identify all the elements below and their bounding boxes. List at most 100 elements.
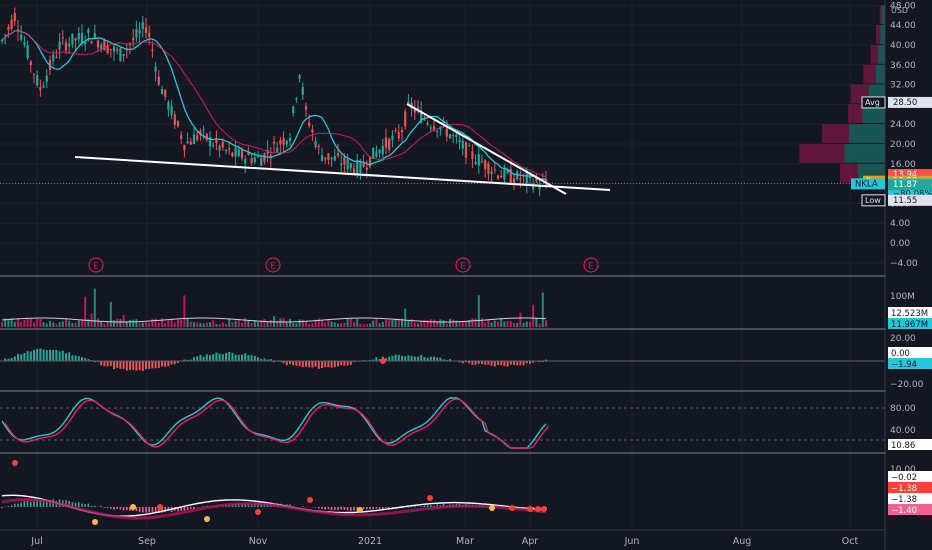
macd-histogram-bar: [330, 361, 333, 368]
candle-up: [340, 163, 343, 165]
macd-histogram-bar: [385, 358, 387, 361]
candle-up: [253, 157, 256, 163]
candle-down: [196, 135, 199, 140]
candle-down: [394, 129, 397, 132]
macd-histogram-bar: [263, 358, 266, 361]
macd-histogram-bar: [151, 361, 154, 369]
volume-bar: [465, 321, 467, 327]
macd-histogram-bar: [77, 356, 80, 361]
volume-bar: [538, 323, 541, 327]
price-axis[interactable]: 48.0044.0040.0036.0032.0028.0024.0020.00…: [851, 0, 932, 550]
volume-bar: [381, 321, 384, 327]
candle-up: [285, 140, 288, 145]
macd-histogram-bar: [173, 361, 176, 365]
oscillator-bar: [30, 501, 32, 507]
volume-bar: [157, 322, 160, 327]
macd-histogram-bar: [135, 361, 138, 371]
oscillator-bar: [110, 507, 112, 509]
oscillator-bar: [350, 507, 352, 511]
volume-bar: [148, 322, 151, 327]
macd-histogram-bar: [177, 361, 179, 363]
oscillator-cross-marker: [157, 504, 163, 510]
oscillator-cross-marker: [357, 507, 363, 513]
macd-histogram-bar: [378, 359, 381, 361]
oscillator-bar: [289, 504, 291, 507]
candle-down: [13, 12, 16, 22]
volume-bar: [266, 322, 269, 327]
macd-histogram-bar: [119, 361, 122, 369]
volume-profile-down-bar: [879, 5, 882, 25]
volume-bar: [173, 322, 176, 327]
candle-up: [202, 129, 205, 131]
macd-histogram-bar: [253, 355, 256, 361]
volume-bar: [401, 318, 403, 327]
volume-bar: [26, 318, 29, 327]
candle-down: [128, 43, 132, 46]
oscillator-bar: [161, 507, 163, 513]
candle-up: [186, 141, 189, 143]
volume-bar: [263, 318, 266, 327]
macd-histogram-bar: [212, 354, 215, 361]
macd-histogram-bar: [257, 357, 259, 361]
macd-histogram-bar: [397, 354, 400, 361]
macd-histogram-bar: [122, 361, 125, 369]
volume-bar: [468, 319, 471, 327]
volume-bar: [529, 321, 531, 327]
pane-value-bg: [888, 482, 932, 493]
volume-bar: [269, 320, 272, 327]
oscillator-bar: [10, 505, 13, 507]
macd-histogram-bar: [333, 361, 336, 368]
volume-bar: [189, 321, 192, 327]
macd-histogram-bar: [29, 351, 32, 361]
trendlines[interactable]: [74, 103, 611, 195]
macd-histogram-bar: [49, 349, 51, 361]
macd-histogram-bar: [282, 361, 285, 364]
volume-pane: [1, 288, 547, 327]
volume-bar: [241, 322, 243, 327]
time-tick-label: Nov: [249, 536, 268, 547]
macd-histogram-bar: [68, 352, 71, 361]
volume-ma-line: [1, 317, 547, 323]
oscillator-bar: [23, 501, 26, 507]
volume-bar: [77, 320, 80, 327]
macd-histogram-bar: [154, 361, 157, 369]
volume-bar: [58, 322, 61, 327]
candle-up: [36, 75, 39, 86]
macd-histogram-bar: [538, 361, 541, 363]
volume-bar: [109, 302, 112, 327]
volume-bar: [337, 323, 339, 327]
oscillator-bar: [126, 507, 128, 511]
volume-bar: [356, 319, 359, 327]
price-label-bg: [888, 179, 932, 191]
candle-down: [269, 155, 272, 158]
volume-bar: [369, 323, 371, 327]
volume-bar: [61, 321, 64, 327]
candle-up: [474, 162, 477, 164]
candle-up: [23, 42, 26, 45]
oscillator-bar: [321, 507, 323, 509]
time-axis[interactable]: Jul Sep Nov 2021 Mar Apr Jun Aug Oct: [30, 536, 858, 547]
volume-bar: [365, 323, 368, 327]
oscillator-bar: [190, 507, 192, 509]
oscillator-bar: [334, 507, 336, 510]
volume-bar: [183, 295, 186, 327]
time-tick-label: Mar: [456, 536, 474, 547]
oscillator-bar: [158, 507, 160, 513]
volume-bar: [52, 322, 55, 327]
candle-up: [4, 34, 7, 36]
macd-histogram-bar: [506, 361, 509, 367]
candle-down: [109, 49, 112, 51]
candle-down: [180, 135, 183, 139]
macd-histogram-bar: [132, 361, 135, 370]
macd-histogram-bar: [516, 361, 519, 366]
candle-up: [346, 159, 349, 170]
volume-bar: [33, 322, 35, 327]
candle-up: [525, 173, 528, 184]
macd-histogram-bar: [116, 361, 119, 368]
oscillator-bar: [407, 507, 410, 508]
osc-value-label: −1.38: [891, 484, 917, 494]
